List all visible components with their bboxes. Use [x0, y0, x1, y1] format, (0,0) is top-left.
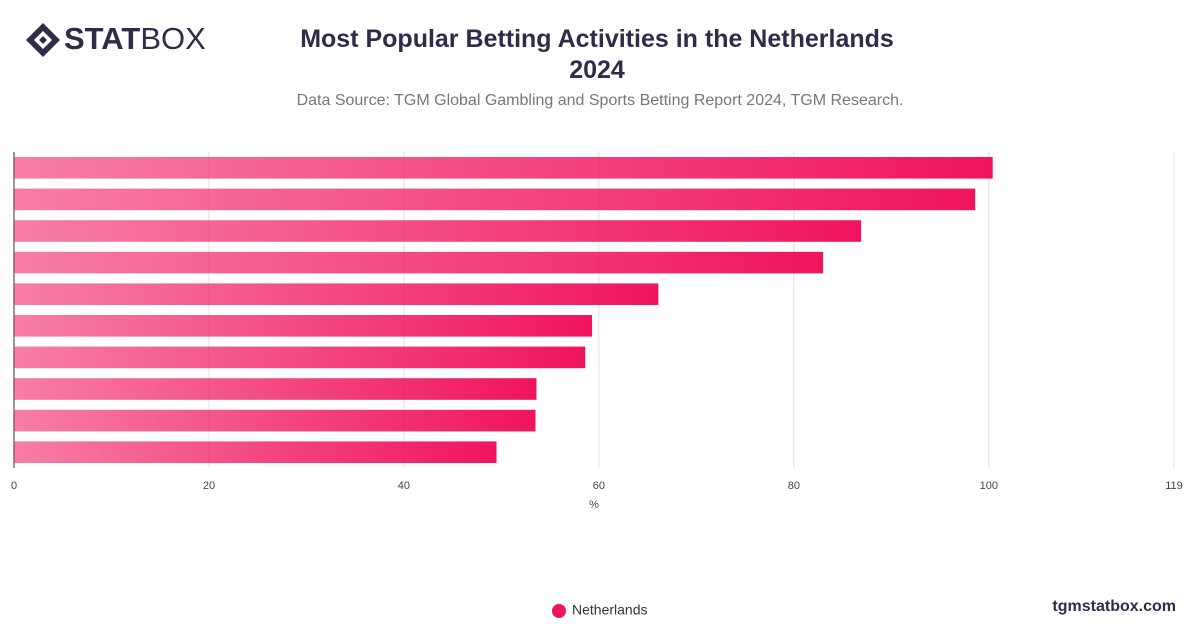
- x-tick-label: 0: [11, 480, 17, 492]
- logo-light: BOX: [140, 21, 206, 56]
- x-tick-label: 60: [593, 480, 605, 492]
- logo-bold: STAT: [64, 21, 140, 56]
- bar: [14, 157, 993, 179]
- x-tick-label: 40: [398, 480, 410, 492]
- legend-label: Netherlands: [572, 602, 648, 618]
- chart-title: Most Popular Betting Activities in the N…: [300, 25, 894, 84]
- bar: [14, 409, 536, 432]
- x-tick-label: 20: [203, 480, 215, 492]
- x-tick-label: 100: [980, 480, 998, 492]
- bar: [14, 220, 862, 242]
- logo: STATBOX: [64, 21, 206, 56]
- x-tick-label: 80: [788, 480, 800, 492]
- bar: [14, 188, 976, 211]
- chart-subtitle: Data Source: TGM Global Gambling and Spo…: [296, 92, 904, 109]
- bar: [14, 315, 593, 337]
- x-axis-label: %: [589, 499, 599, 511]
- bar: [14, 378, 537, 400]
- x-tick-label: 119: [1165, 480, 1183, 492]
- bar: [14, 251, 824, 274]
- bar: [14, 346, 586, 369]
- logo-icon: [26, 23, 60, 57]
- bar: [14, 283, 659, 305]
- legend-swatch: [552, 604, 566, 618]
- footer: tgmstatbox.com: [1052, 598, 1176, 615]
- bar: [14, 441, 497, 463]
